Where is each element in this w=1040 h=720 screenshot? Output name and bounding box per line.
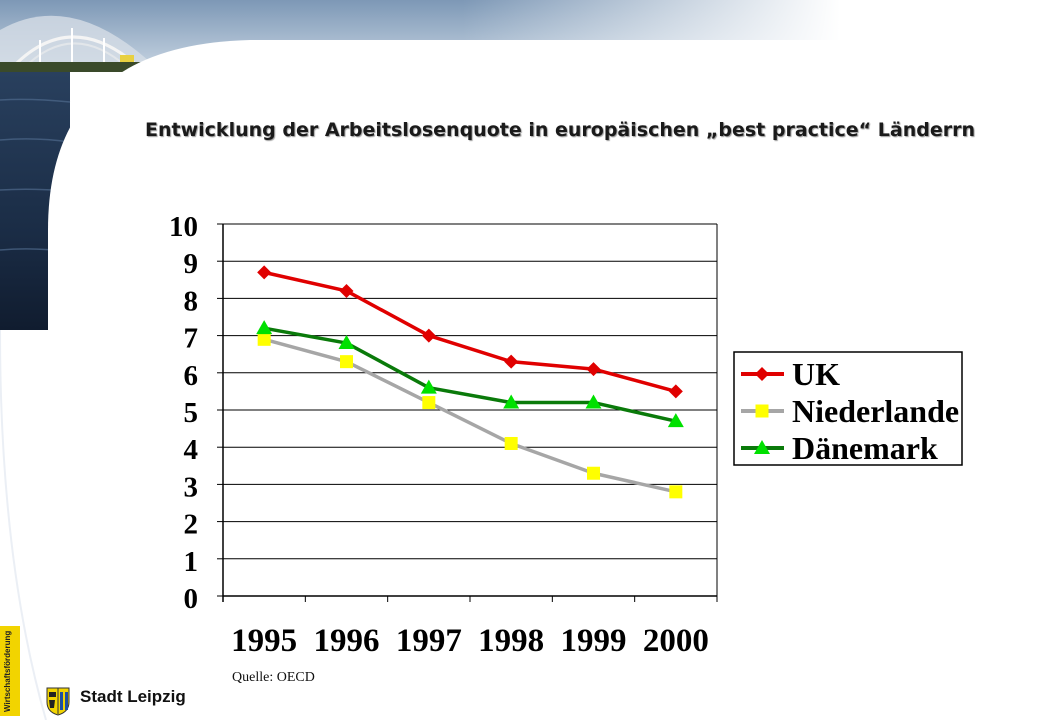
- y-tick-label-3: 3: [184, 471, 199, 503]
- y-tick-label-8: 8: [184, 285, 199, 317]
- department-badge-label: Wirtschaftsförderung: [3, 630, 12, 712]
- y-tick-label-10: 10: [169, 211, 198, 243]
- department-badge: Wirtschaftsförderung: [0, 626, 20, 716]
- x-axis-ticks: 1995 1996 1997 1998 1999 2000: [222, 596, 718, 659]
- data-point-niederlande-1995: [257, 332, 271, 346]
- legend-label-niederlande: Niederlande: [792, 393, 959, 429]
- y-tick-label-5: 5: [184, 397, 199, 429]
- data-point-dänemark-1995: [256, 320, 273, 335]
- data-point-niederlande-1997: [422, 396, 436, 410]
- data-point-uk-1998: [504, 354, 519, 369]
- x-tick-label-1997: 1997: [396, 623, 462, 659]
- data-point-dänemark-2000: [667, 413, 684, 428]
- legend-marker-dänemark: [754, 440, 770, 454]
- y-tick-label-1: 1: [184, 546, 199, 578]
- x-tick-label-1995: 1995: [231, 623, 297, 659]
- series-layer: [256, 265, 684, 499]
- data-point-uk-1995: [257, 265, 272, 280]
- slide-title: Entwicklung der Arbeitslosenquote in eur…: [145, 119, 975, 141]
- gridlines: [223, 223, 717, 560]
- series-line-dänemark: [263, 326, 677, 423]
- data-point-dänemark-1996: [338, 335, 355, 350]
- data-point-dänemark-1997: [420, 379, 437, 394]
- y-tick-label-7: 7: [184, 323, 199, 355]
- source-note: Quelle: OECD: [232, 670, 315, 685]
- x-tick-label-1998: 1998: [478, 623, 544, 659]
- data-point-dänemark-1998: [503, 394, 520, 409]
- data-point-niederlande-1996: [340, 355, 353, 369]
- series-line-niederlande: [263, 337, 677, 494]
- data-point-niederlande-1998: [504, 436, 518, 450]
- y-axis-ticks: 0 1 2 3 4 5 6 7 8 9 10: [169, 211, 223, 615]
- y-tick-label-6: 6: [184, 360, 199, 392]
- data-point-niederlande-1999: [587, 466, 600, 480]
- x-tick-label-1996: 1996: [314, 623, 380, 659]
- data-point-niederlande-2000: [669, 485, 683, 499]
- data-point-uk-2000: [668, 384, 683, 399]
- city-name: Stadt Leipzig: [80, 687, 186, 706]
- data-point-dänemark-1999: [585, 394, 602, 409]
- data-point-uk-1999: [586, 362, 601, 377]
- data-point-uk-1996: [339, 283, 354, 298]
- x-tick-label-2000: 2000: [643, 623, 709, 659]
- y-tick-label-9: 9: [184, 248, 199, 280]
- leipzig-lion-crest-icon: [46, 687, 70, 716]
- series-line-uk: [263, 270, 677, 394]
- y-tick-label-2: 2: [184, 509, 199, 541]
- legend-marker-niederlande: [755, 404, 769, 418]
- y-tick-label-4: 4: [184, 434, 199, 466]
- data-point-uk-1997: [421, 328, 436, 343]
- x-tick-label-1999: 1999: [561, 623, 627, 659]
- legend-marker-uk: [755, 367, 769, 381]
- legend-label-dänemark: Dänemark: [792, 430, 938, 466]
- legend-label-uk: UK: [792, 356, 840, 392]
- y-tick-label-0: 0: [184, 583, 199, 615]
